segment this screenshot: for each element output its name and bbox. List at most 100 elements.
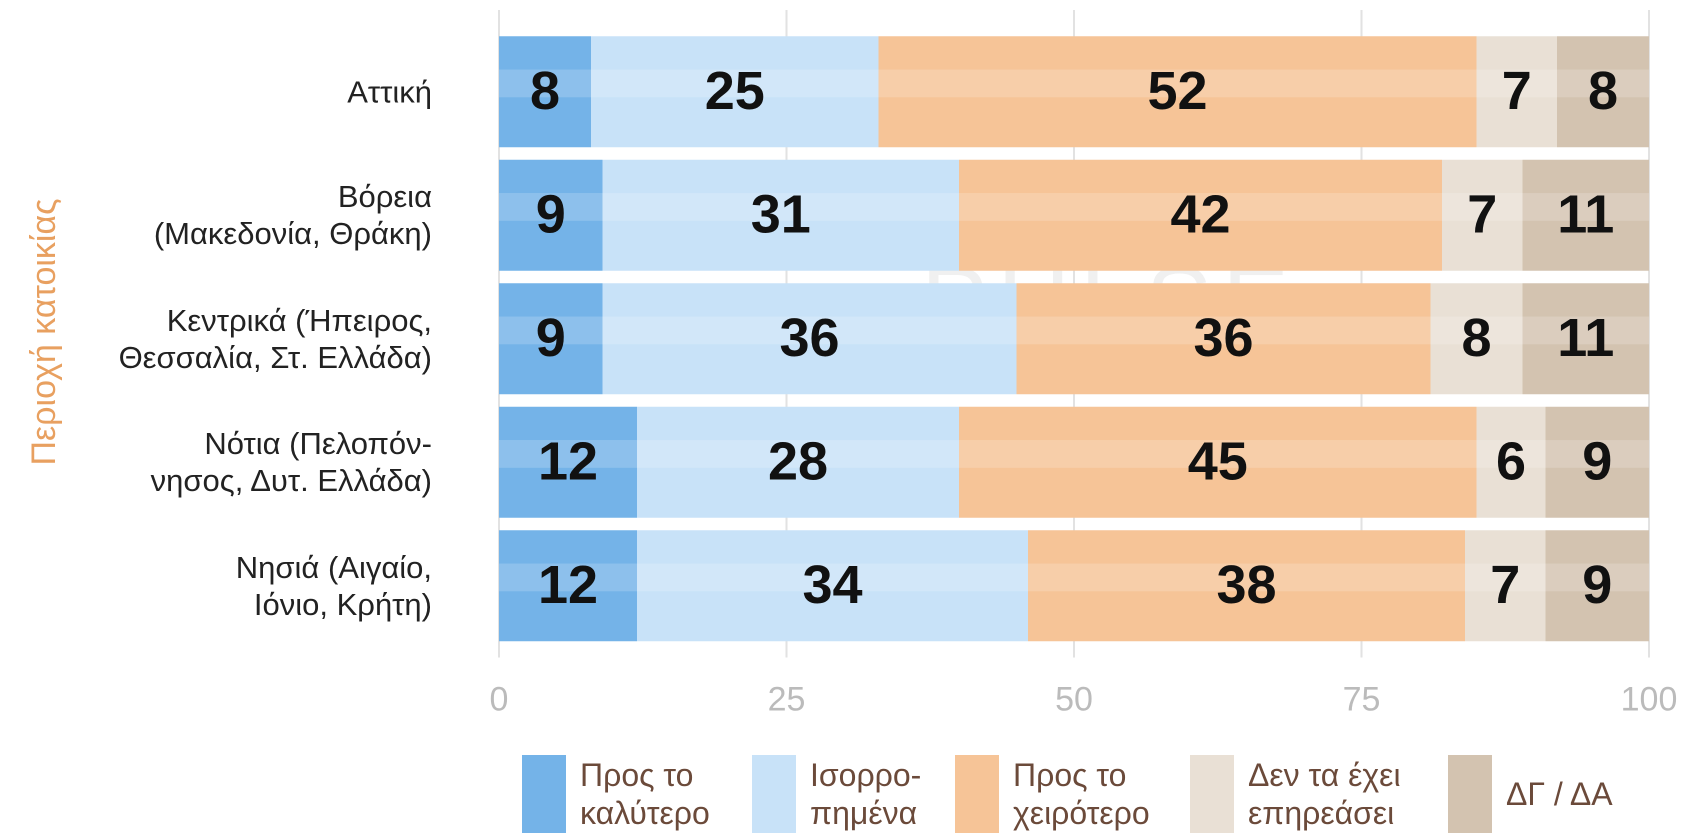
data-label: 36 (779, 308, 839, 368)
bar-segment (959, 159, 1442, 271)
bar-highlight (1476, 440, 1546, 468)
bar-segment (499, 283, 603, 395)
data-label: 9 (536, 308, 566, 368)
bar-segment (1442, 159, 1523, 271)
data-label: 38 (1216, 555, 1276, 615)
bar-highlight (1016, 316, 1431, 345)
bar-highlight (959, 440, 1477, 468)
bar-segment (1465, 530, 1546, 642)
bar-segment (637, 530, 1028, 642)
bar-highlight (499, 316, 603, 345)
data-label: 28 (768, 432, 828, 492)
data-label: 7 (1502, 61, 1532, 121)
bar-segment (602, 283, 1017, 395)
bar-highlight (591, 69, 879, 98)
x-tick-label: 100 (1621, 680, 1678, 718)
bar-segment (1028, 530, 1465, 642)
legend-item: Προς το καλύτερο (522, 755, 710, 833)
data-label: 8 (530, 61, 560, 121)
legend-label: Προς το καλύτερο (580, 757, 710, 831)
bar-highlight (1522, 316, 1649, 345)
data-label: 6 (1496, 432, 1526, 492)
x-tick-label: 25 (768, 680, 806, 718)
legend-swatch (522, 755, 566, 833)
category-label: Αττική (347, 74, 432, 110)
x-tick-label: 50 (1055, 680, 1093, 718)
bar-highlight (1557, 69, 1649, 98)
bar-segment (1522, 159, 1649, 271)
data-label: 9 (1582, 555, 1612, 615)
bar-highlight (1442, 193, 1523, 221)
bar-highlight (637, 440, 959, 468)
bar-segment (499, 530, 637, 642)
bar-segment (499, 159, 603, 271)
bar-segment (1545, 406, 1649, 518)
legend-swatch (1190, 755, 1234, 833)
bar-highlight (1476, 69, 1557, 98)
bar-highlight (1545, 440, 1649, 468)
bar-highlight (1028, 563, 1465, 592)
data-label: 12 (538, 555, 598, 615)
bar-segment (959, 406, 1477, 518)
bar-highlight (499, 563, 637, 592)
bar-highlight (602, 316, 1017, 345)
data-label: 36 (1193, 308, 1253, 368)
legend-swatch (752, 755, 796, 833)
legend-label: Δεν τα έχει επηρεάσει (1248, 757, 1401, 831)
category-label: Κεντρικά (Ήπειρος, Θεσσαλία, Στ. Ελλάδα) (118, 302, 432, 375)
bar-highlight (1545, 563, 1649, 592)
data-label: 34 (802, 555, 862, 615)
bar-segment (1476, 36, 1557, 148)
bar-segment (499, 36, 591, 148)
data-label: 8 (1588, 61, 1618, 121)
legend-item: ΔΓ / ΔΑ (1448, 755, 1613, 833)
bar-segment (1522, 283, 1649, 395)
bar-highlight (1430, 316, 1523, 345)
bar-highlight (499, 440, 637, 468)
legend-swatch (1448, 755, 1492, 833)
legend-item: Ισορρο- πημένα (752, 755, 921, 833)
bar-segment (1545, 530, 1649, 642)
bar-segment (602, 159, 959, 271)
bar-highlight (602, 193, 959, 221)
legend-label: ΔΓ / ΔΑ (1506, 776, 1613, 812)
bar-segment (878, 36, 1477, 148)
bar-highlight (959, 193, 1442, 221)
x-tick-label: 0 (490, 680, 509, 718)
data-label: 52 (1147, 61, 1207, 121)
data-label: 11 (1557, 185, 1614, 245)
bar-highlight (1465, 563, 1546, 592)
bar-segment (1430, 283, 1523, 395)
bar-highlight (1522, 193, 1649, 221)
legend-swatch (955, 755, 999, 833)
category-label: Νότια (Πελοπόν- νησος, Δυτ. Ελλάδα) (150, 426, 432, 499)
category-label: Βόρεια (Μακεδονία, Θράκη) (153, 179, 432, 252)
data-label: 7 (1467, 185, 1497, 245)
data-label: 25 (705, 61, 765, 121)
bar-segment (499, 406, 637, 518)
data-label: 11 (1557, 308, 1614, 368)
legend-item: Προς το χειρότερο (955, 755, 1150, 833)
legend-label: Ισορρο- πημένα (810, 757, 922, 831)
y-axis-label: Περιοχή κατοικίας (25, 198, 63, 465)
bar-highlight (499, 193, 603, 221)
bar-segment (1476, 406, 1546, 518)
legend-item: Δεν τα έχει επηρεάσει (1190, 755, 1401, 833)
data-label: 9 (1582, 432, 1612, 492)
x-tick-label: 75 (1343, 680, 1381, 718)
bar-segment (1016, 283, 1431, 395)
data-label: 7 (1490, 555, 1520, 615)
data-label: 45 (1188, 432, 1248, 492)
data-label: 9 (536, 185, 566, 245)
bar-segment (637, 406, 959, 518)
bar-highlight (878, 69, 1477, 98)
bar-highlight (637, 563, 1028, 592)
data-label: 12 (538, 432, 598, 492)
bar-highlight (499, 69, 591, 98)
data-label: 8 (1461, 308, 1491, 368)
data-label: 42 (1170, 185, 1230, 245)
bar-segment (591, 36, 879, 148)
data-label: 31 (751, 185, 811, 245)
